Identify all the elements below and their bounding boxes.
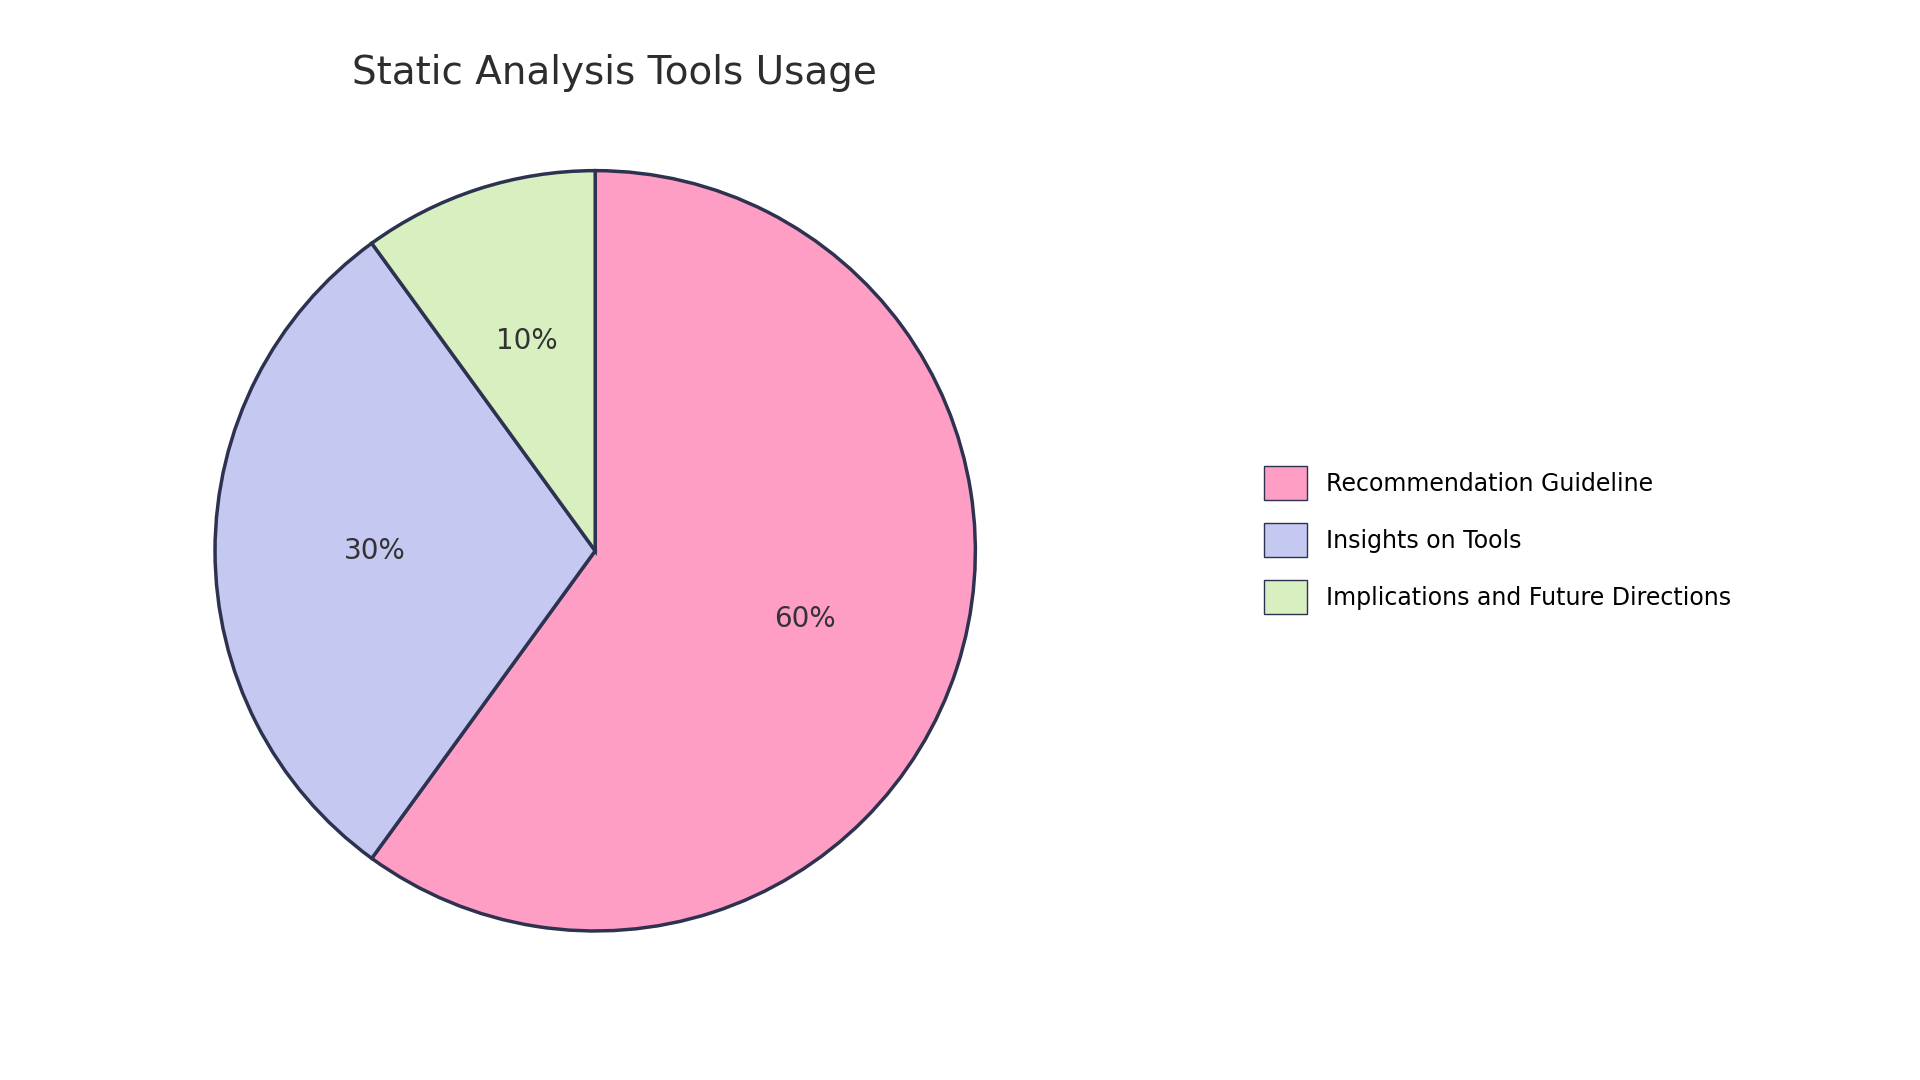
Text: Static Analysis Tools Usage: Static Analysis Tools Usage	[351, 54, 877, 92]
Text: 30%: 30%	[344, 537, 405, 565]
Legend: Recommendation Guideline, Insights on Tools, Implications and Future Directions: Recommendation Guideline, Insights on To…	[1252, 455, 1743, 625]
Wedge shape	[215, 243, 595, 859]
Text: 60%: 60%	[774, 605, 835, 633]
Wedge shape	[372, 171, 595, 551]
Text: 10%: 10%	[495, 327, 559, 355]
Wedge shape	[372, 171, 975, 931]
